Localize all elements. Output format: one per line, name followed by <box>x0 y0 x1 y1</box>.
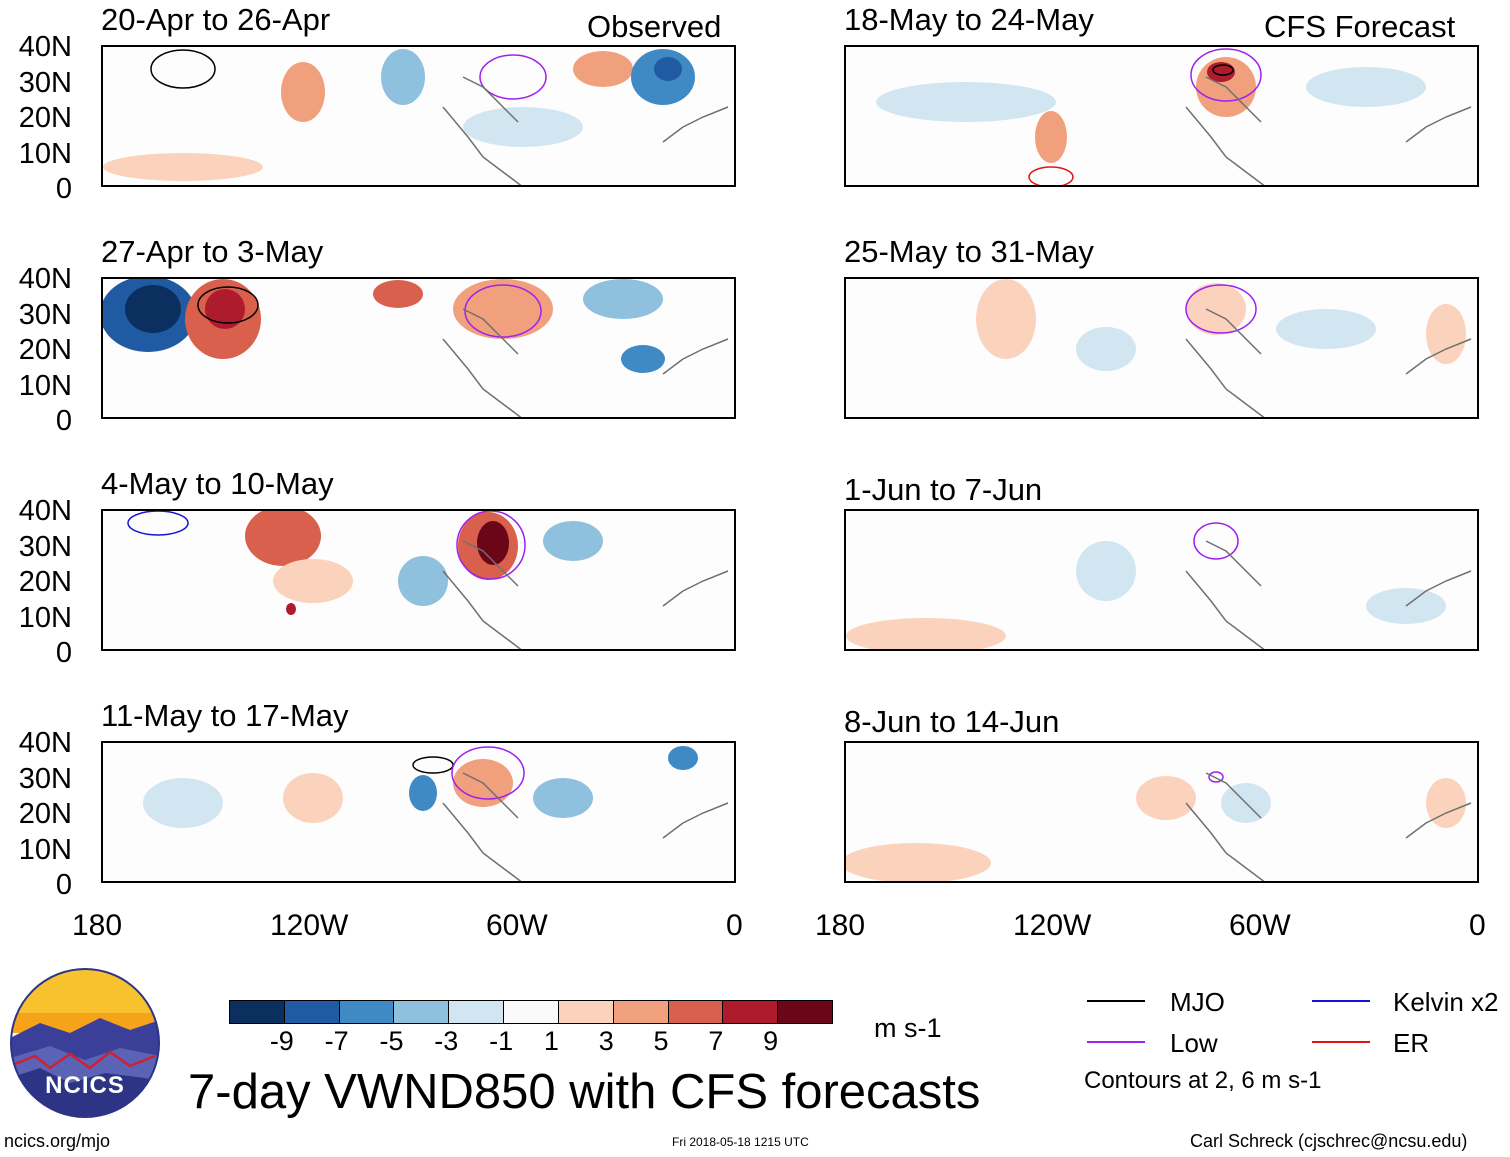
lat-label: 30N <box>18 298 72 331</box>
lon-label-0: 0 <box>1469 909 1486 942</box>
lon-label-120w: 120W <box>270 909 349 942</box>
main-title: 7-day VWND850 with CFS forecasts <box>188 1065 981 1119</box>
footer-timestamp: Fri 2018-05-18 1215 UTC <box>672 1135 809 1149</box>
colorbar-tick-label: -5 <box>379 1026 404 1056</box>
map-panel-observed-2 <box>101 277 736 419</box>
lat-label: 10N <box>18 369 72 402</box>
lat-label: 0 <box>55 637 72 669</box>
lat-label: 10N <box>18 833 72 866</box>
lat-label: 20N <box>18 102 72 134</box>
colorbar-swatch <box>777 1000 833 1024</box>
map-panel-observed-1 <box>101 45 736 187</box>
lon-label-180: 180 <box>815 909 866 942</box>
lat-label: 30N <box>18 762 72 795</box>
panel-title: 27-Apr to 3-May <box>101 234 324 269</box>
panel-title: 8-Jun to 14-Jun <box>844 704 1060 739</box>
legend-kelvin-swatch <box>1312 1000 1370 1002</box>
lat-label: 40N <box>18 495 72 527</box>
lat-label: 20N <box>18 566 72 598</box>
ncics-logo: NCICS <box>10 968 160 1118</box>
colorbar-tick-label: -9 <box>269 1026 294 1056</box>
colorbar-swatch <box>722 1000 779 1024</box>
colorbar-swatch <box>393 1000 450 1024</box>
map-panel-observed-4 <box>101 741 736 883</box>
legend-kelvin-label: Kelvin x2 <box>1393 987 1499 1017</box>
footer-credit: Carl Schreck (cjschrec@ncsu.edu) <box>1190 1131 1468 1151</box>
colorbar-swatch <box>612 1000 669 1024</box>
colorbar-swatch <box>283 1000 340 1024</box>
map-panel-forecast-1 <box>844 45 1479 187</box>
panel-title: 11-May to 17-May <box>101 698 349 733</box>
observed-header: Observed <box>587 9 722 44</box>
lat-label: 40N <box>18 727 72 759</box>
lat-label: 20N <box>18 798 72 830</box>
colorbar-tick-label: 1 <box>543 1026 559 1056</box>
cfs-forecast-header: CFS Forecast <box>1264 9 1456 44</box>
legend-low-swatch <box>1087 1041 1145 1043</box>
colorbar-tick-label: -1 <box>489 1026 514 1056</box>
colorbar-swatch <box>667 1000 724 1024</box>
colorbar-tick-label: 7 <box>708 1026 724 1056</box>
lat-label: 10N <box>18 137 72 170</box>
panel-title: 18-May to 24-May <box>844 2 1094 37</box>
legend-note: Contours at 2, 6 m s-1 <box>1084 1067 1322 1094</box>
legend-er-label: ER <box>1393 1028 1430 1058</box>
colorbar-tick-label: -3 <box>434 1026 459 1056</box>
map-panel-observed-3 <box>101 509 736 651</box>
panel-title: 25-May to 31-May <box>844 234 1094 269</box>
lat-label: 0 <box>55 173 72 205</box>
colorbar-swatch <box>448 1000 505 1024</box>
colorbar-tick-label: 9 <box>763 1026 779 1056</box>
map-panel-forecast-4 <box>844 741 1479 883</box>
legend-er-swatch <box>1312 1041 1370 1043</box>
legend-low-label: Low <box>1170 1028 1218 1058</box>
panel-title: 20-Apr to 26-Apr <box>101 2 331 37</box>
lon-label-60w: 60W <box>1229 909 1291 942</box>
colorbar-swatch <box>503 1000 559 1024</box>
footer-url[interactable]: ncics.org/mjo <box>4 1131 111 1151</box>
logo-text: NCICS <box>45 1072 125 1099</box>
colorbar-swatch <box>229 1000 285 1024</box>
panel-title: 1-Jun to 7-Jun <box>844 472 1043 507</box>
map-panel-forecast-2 <box>844 277 1479 419</box>
lon-label-180: 180 <box>72 909 123 942</box>
map-panel-forecast-3 <box>844 509 1479 651</box>
colorbar-swatch <box>338 1000 395 1024</box>
colorbar-tick-label: -7 <box>324 1026 349 1056</box>
lon-label-120w: 120W <box>1013 909 1092 942</box>
colorbar-unit: m s-1 <box>874 1013 942 1043</box>
lon-label-60w: 60W <box>486 909 548 942</box>
lat-label: 30N <box>18 530 72 563</box>
lat-label: 30N <box>18 66 72 99</box>
colorbar-tick-label: 3 <box>598 1026 614 1056</box>
lat-label: 0 <box>55 405 72 437</box>
lat-label: 40N <box>18 263 72 295</box>
lon-label-0: 0 <box>726 909 743 942</box>
legend-mjo-swatch <box>1087 1000 1145 1002</box>
colorbar-swatch <box>557 1000 614 1024</box>
lat-label: 20N <box>18 334 72 366</box>
lat-label: 40N <box>18 31 72 63</box>
lat-label: 0 <box>55 869 72 901</box>
panel-title: 4-May to 10-May <box>101 466 334 501</box>
legend-mjo-label: MJO <box>1170 987 1225 1017</box>
colorbar-tick-label: 5 <box>653 1026 669 1056</box>
lat-label: 10N <box>18 601 72 634</box>
